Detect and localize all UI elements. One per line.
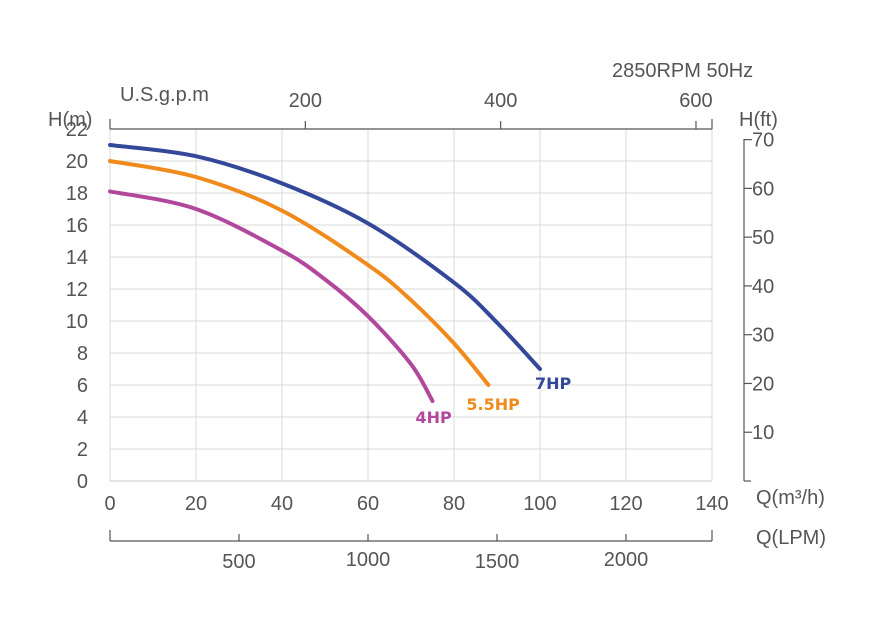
top-tick-label: 600	[679, 90, 712, 112]
x-tick-label: 0	[104, 493, 115, 515]
y-tick-label: 6	[77, 375, 88, 397]
chart-title: 2850RPM 50Hz	[612, 60, 753, 82]
lpm-axis-label: Q(LPM)	[756, 527, 826, 549]
x-tick-label: 40	[271, 493, 293, 515]
lpm-tick-label: 1000	[346, 549, 391, 571]
lpm-tick-label: 2000	[604, 549, 649, 571]
x-tick-label: 120	[609, 493, 642, 515]
grid	[109, 128, 713, 481]
y-tick-label: 16	[66, 215, 88, 237]
x-tick-label: 100	[523, 493, 556, 515]
x-tick-label: 20	[185, 493, 207, 515]
curve-label-5-5hp: 5.5HP	[466, 395, 520, 414]
x-tick-label: 60	[357, 493, 379, 515]
y-tick-label: 14	[66, 247, 88, 269]
y2-tick-label: 30	[752, 325, 774, 347]
axes	[109, 119, 752, 542]
y-tick-label: 4	[77, 407, 88, 429]
x-axis-label: Q(m³/h)	[756, 487, 825, 509]
curve-label-4hp: 4HP	[416, 408, 453, 427]
y-tick-label: 18	[66, 183, 88, 205]
y-tick-label: 0	[77, 471, 88, 493]
tick-labels: 200 400 600 0 2 4 6 8 10 12 14 16 18 20 22 0 20 40 60 80 100…	[66, 90, 775, 573]
x-tick-label: 140	[695, 493, 728, 515]
y2-tick-label: 20	[752, 373, 774, 395]
y2-tick-label: 70	[752, 130, 774, 152]
lpm-tick-label: 500	[222, 551, 255, 573]
y-tick-label: 2	[77, 439, 88, 461]
curve-label-7hp: 7HP	[535, 374, 572, 393]
y2-tick-label: 40	[752, 276, 774, 298]
y-tick-label: 8	[77, 343, 88, 365]
top-tick-label: 200	[289, 90, 322, 112]
curve-7hp	[108, 143, 542, 371]
y2-tick-label: 50	[752, 227, 774, 249]
y-tick-label: 22	[66, 119, 88, 141]
y-tick-label: 12	[66, 279, 88, 301]
top-tick-label: 400	[484, 90, 517, 112]
y2-tick-label: 60	[752, 178, 774, 200]
y2-axis-label: H(ft)	[739, 109, 778, 131]
y2-tick-label: 10	[752, 422, 774, 444]
lpm-tick-label: 1500	[475, 551, 520, 573]
curve-4hp	[108, 189, 435, 403]
axis-labels: 2850RPM 50Hz U.S.g.p.m H(m) H(ft) Q(m³/h…	[48, 60, 826, 549]
y-axis-label: H(m)	[48, 109, 92, 131]
y-tick-label: 10	[66, 311, 88, 333]
x-tick-label: 80	[443, 493, 465, 515]
top-axis-label: U.S.g.p.m	[120, 84, 209, 106]
curve-5-5hp	[108, 159, 491, 387]
y-tick-label: 20	[66, 151, 88, 173]
series: 7HP 5.5HP 4HP	[108, 143, 572, 427]
